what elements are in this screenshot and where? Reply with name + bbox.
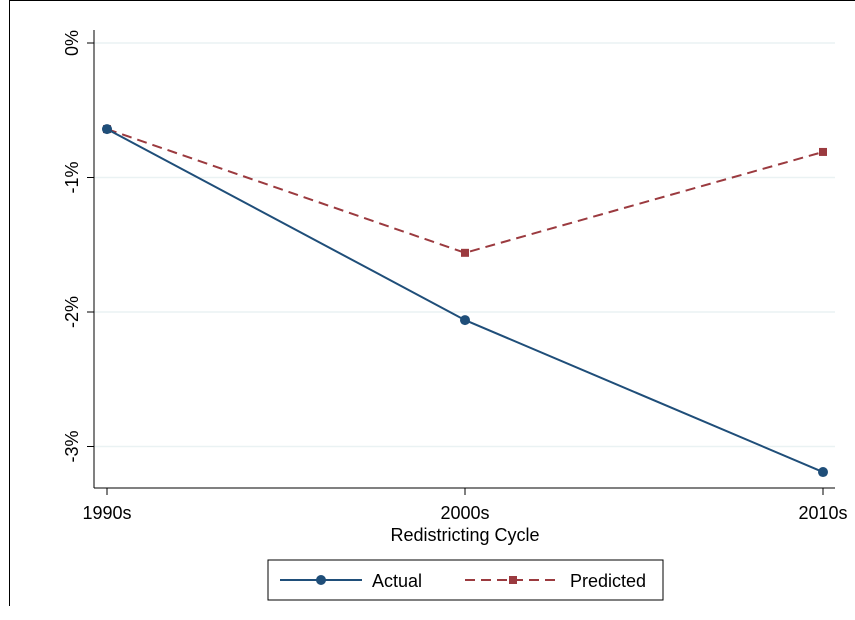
x-tick-label: 1990s	[82, 503, 131, 523]
gridlines	[94, 42, 835, 448]
series-actual	[102, 124, 828, 478]
x-axis-title: Redistricting Cycle	[390, 525, 539, 545]
series-line	[106, 128, 824, 254]
series-line	[106, 128, 824, 473]
legend-label: Predicted	[570, 571, 646, 591]
axes	[93, 30, 835, 489]
legend: Actual Predicted	[267, 559, 664, 601]
legend-marker	[316, 575, 326, 585]
data-point	[461, 248, 469, 257]
legend-item-actual: Actual	[280, 571, 422, 591]
y-tick-label: 0%	[62, 30, 82, 56]
legend-marker	[509, 576, 517, 584]
legend-item-predicted: Predicted	[465, 571, 646, 591]
data-point	[460, 315, 470, 326]
y-ticks: 0% -1% -2% -3%	[62, 30, 94, 463]
x-ticks: 1990s 2000s 2010s	[82, 488, 848, 523]
data-point	[102, 124, 112, 135]
series-layer	[102, 124, 828, 478]
data-point	[818, 467, 828, 478]
x-tick-label: 2010s	[798, 503, 847, 523]
y-tick-label: -3%	[62, 430, 82, 462]
y-tick-label: -1%	[62, 161, 82, 193]
legend-label: Actual	[372, 571, 422, 591]
y-tick-label: -2%	[62, 296, 82, 328]
x-tick-label: 2000s	[440, 503, 489, 523]
data-point	[819, 147, 827, 156]
series-predicted	[103, 125, 827, 257]
